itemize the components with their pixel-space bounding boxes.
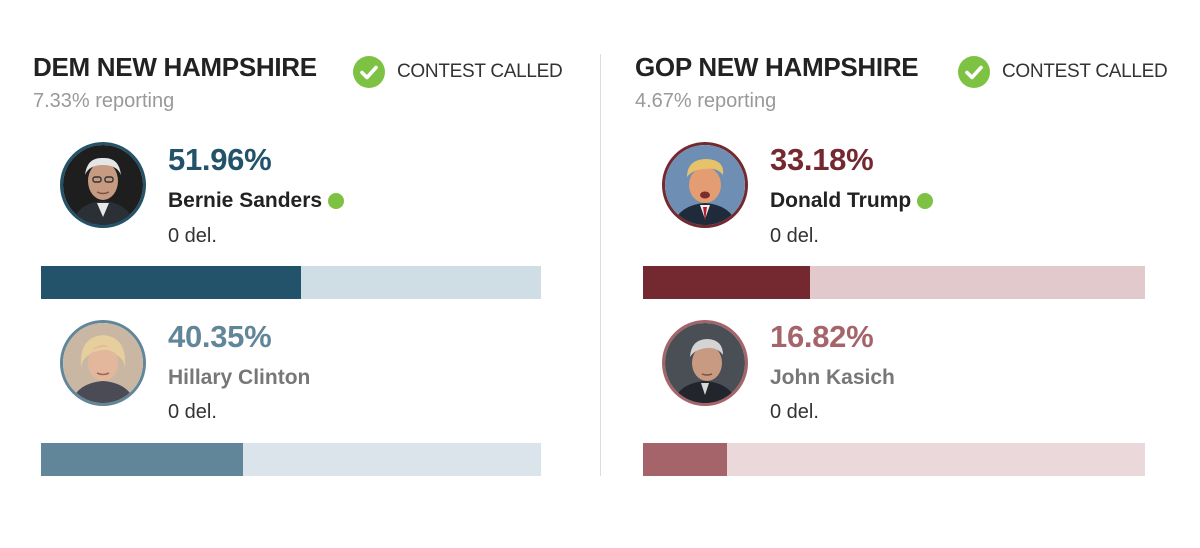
vote-share-bar-fill (41, 443, 243, 476)
vote-share-bar-fill (643, 266, 810, 299)
candidate-avatar-bernie-sanders (60, 142, 146, 228)
dem-contest-title: DEM NEW HAMPSHIRE (33, 52, 317, 82)
candidate-name: Hillary Clinton (168, 366, 310, 390)
candidate-percentage: 16.82% (770, 319, 874, 354)
candidate-avatar-john-kasich (662, 320, 748, 406)
candidate-avatar-hillary-clinton (60, 320, 146, 406)
candidate-name: Bernie Sanders (168, 189, 345, 213)
candidate-name-text: John Kasich (770, 366, 895, 389)
candidate-name-text: Hillary Clinton (168, 366, 311, 389)
gop-contest-called-status: CONTEST CALLED (958, 56, 1168, 88)
vote-share-bar-fill (643, 443, 728, 476)
candidate-percentage: 40.35% (168, 319, 272, 354)
contest-called-label: CONTEST CALLED (1002, 61, 1168, 82)
candidate-delegates: 0 del. (168, 225, 217, 247)
candidate-percentage: 33.18% (770, 142, 874, 177)
candidate-name: John Kasich (770, 366, 895, 390)
candidate-name: Donald Trump (770, 189, 934, 213)
candidate-avatar-donald-trump (662, 142, 748, 228)
winner-indicator-icon (328, 193, 345, 209)
gop-results-panel: GOP NEW HAMPSHIRE CONTEST CALLED 4.67% r… (601, 0, 1200, 548)
gop-contest-title: GOP NEW HAMPSHIRE (635, 52, 919, 82)
gop-reporting-text: 4.67% reporting (635, 90, 777, 112)
vote-share-bar (643, 266, 1145, 299)
check-circle-icon (958, 56, 990, 88)
candidate-delegates: 0 del. (168, 401, 217, 423)
vote-share-bar-fill (41, 266, 301, 299)
candidate-delegates: 0 del. (770, 401, 819, 423)
candidate-percentage: 51.96% (168, 142, 272, 177)
vote-share-bar (41, 443, 541, 476)
winner-indicator-icon (917, 193, 934, 209)
panel-divider (600, 54, 601, 476)
candidate-name-text: Bernie Sanders (168, 189, 323, 212)
vote-share-bar (643, 443, 1145, 476)
contest-called-label: CONTEST CALLED (397, 61, 563, 82)
check-circle-icon (353, 56, 385, 88)
candidate-name-text: Donald Trump (770, 189, 912, 212)
dem-reporting-text: 7.33% reporting (33, 90, 175, 112)
vote-share-bar (41, 266, 541, 299)
candidate-delegates: 0 del. (770, 225, 819, 247)
dem-contest-called-status: CONTEST CALLED (353, 56, 563, 88)
dem-results-panel: DEM NEW HAMPSHIRE CONTEST CALLED 7.33% r… (33, 52, 563, 476)
